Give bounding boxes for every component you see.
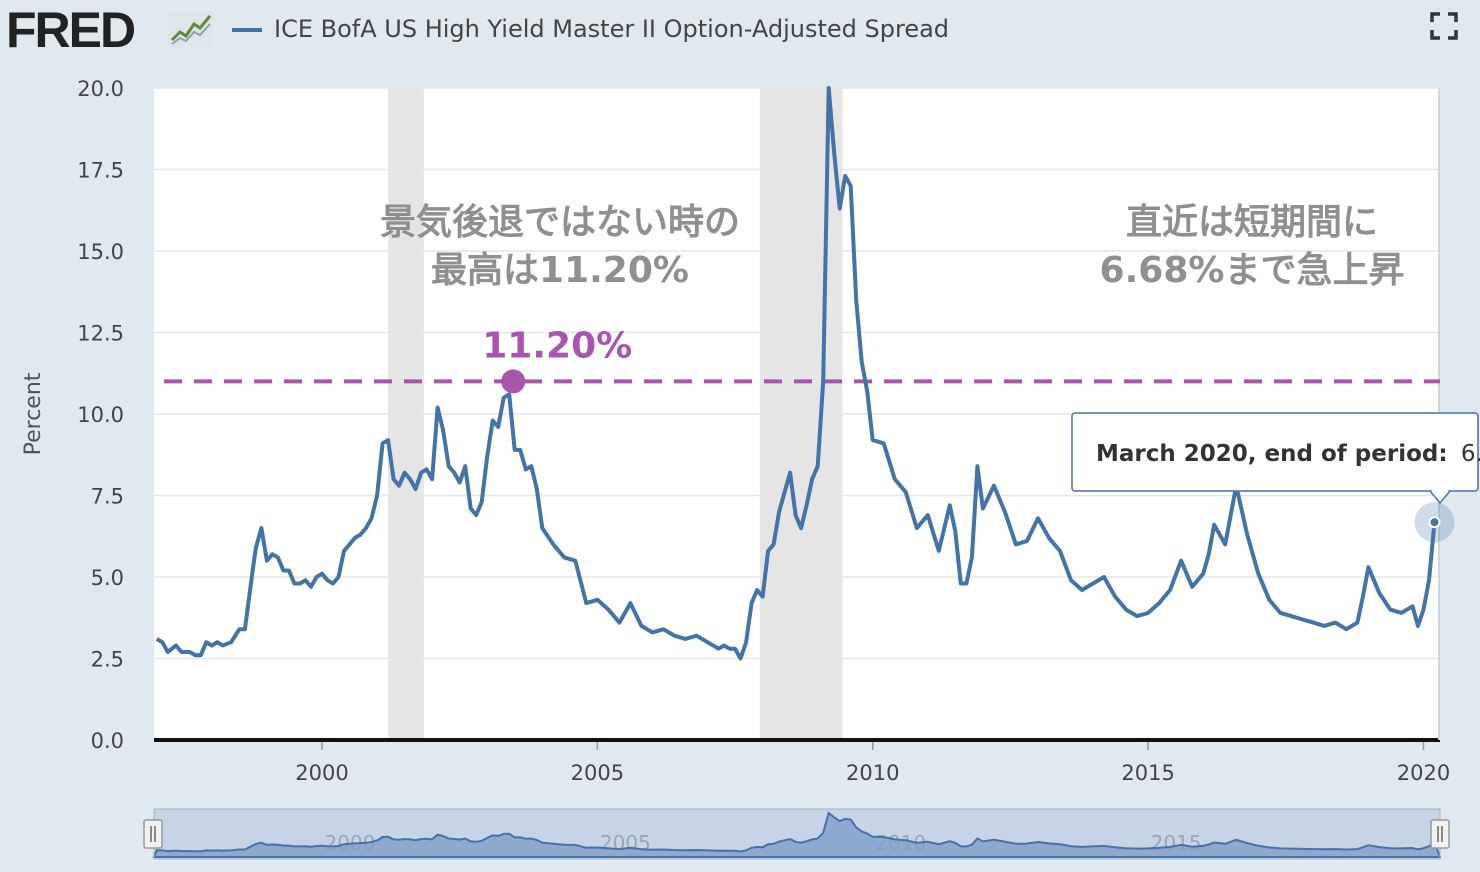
legend-series-swatch: [232, 28, 262, 32]
x-tick-label: 2010: [846, 761, 899, 785]
line-graph-icon: [168, 10, 214, 48]
tooltip-label: March 2020, end of period:: [1096, 441, 1448, 467]
fred-logo[interactable]: FRED: [6, 2, 136, 58]
annotation-right-line2: 6.68%まで急上昇: [1100, 250, 1405, 291]
y-tick-label: 2.5: [91, 648, 124, 672]
annotation-left-line2: 最高は11.20%: [431, 250, 689, 291]
tooltip-value: 6.68: [1461, 441, 1480, 467]
navigator-handle-right[interactable]: [1430, 819, 1450, 849]
peak-marker: [501, 369, 526, 394]
fullscreen-icon[interactable]: [1430, 12, 1458, 40]
series-line: [155, 86, 1437, 661]
series-title[interactable]: ICE BofA US High Yield Master II Option-…: [274, 15, 950, 43]
hover-tooltip: March 2020, end of period: 6.68: [1071, 412, 1480, 505]
annotation-left-line1: 景気後退ではない時の: [380, 202, 740, 243]
y-tick-label: 17.5: [77, 159, 124, 183]
y-axis-ticks: 0.0 2.5 5.0 7.5 10.0 12.5 15.0 17.5 20.0: [77, 77, 124, 753]
y-tick-label: 10.0: [77, 403, 124, 427]
y-tick-label: 7.5: [91, 485, 124, 509]
y-tick-label: 5.0: [91, 566, 124, 590]
y-tick-label: 20.0: [77, 77, 124, 101]
hover-point[interactable]: [1428, 516, 1441, 529]
annotation-right-line1: 直近は短期間に: [1126, 202, 1378, 243]
navigator-series-area: [152, 811, 1442, 858]
svg-text:March 2020, end of period:: March 2020, end of period: 6.68: [1096, 441, 1480, 467]
navigator-handle-left[interactable]: [143, 819, 163, 849]
y-tick-label: 15.0: [77, 240, 124, 264]
peak-label: 11.20%: [482, 325, 632, 366]
x-tick-label: 2005: [571, 761, 624, 785]
x-tick-label: 2015: [1121, 761, 1174, 785]
y-tick-label: 12.5: [77, 322, 124, 346]
x-tick-label: 2020: [1397, 761, 1450, 785]
x-tick-label: 2000: [295, 761, 348, 785]
y-tick-label: 0.0: [91, 729, 124, 753]
x-axis-ticks: 2000 2005 2010 2015 2020: [295, 740, 1450, 785]
chart-header: FRED ICE BofA US High Yield Master II Op…: [0, 0, 1480, 60]
y-axis-label: Percent: [21, 372, 46, 455]
